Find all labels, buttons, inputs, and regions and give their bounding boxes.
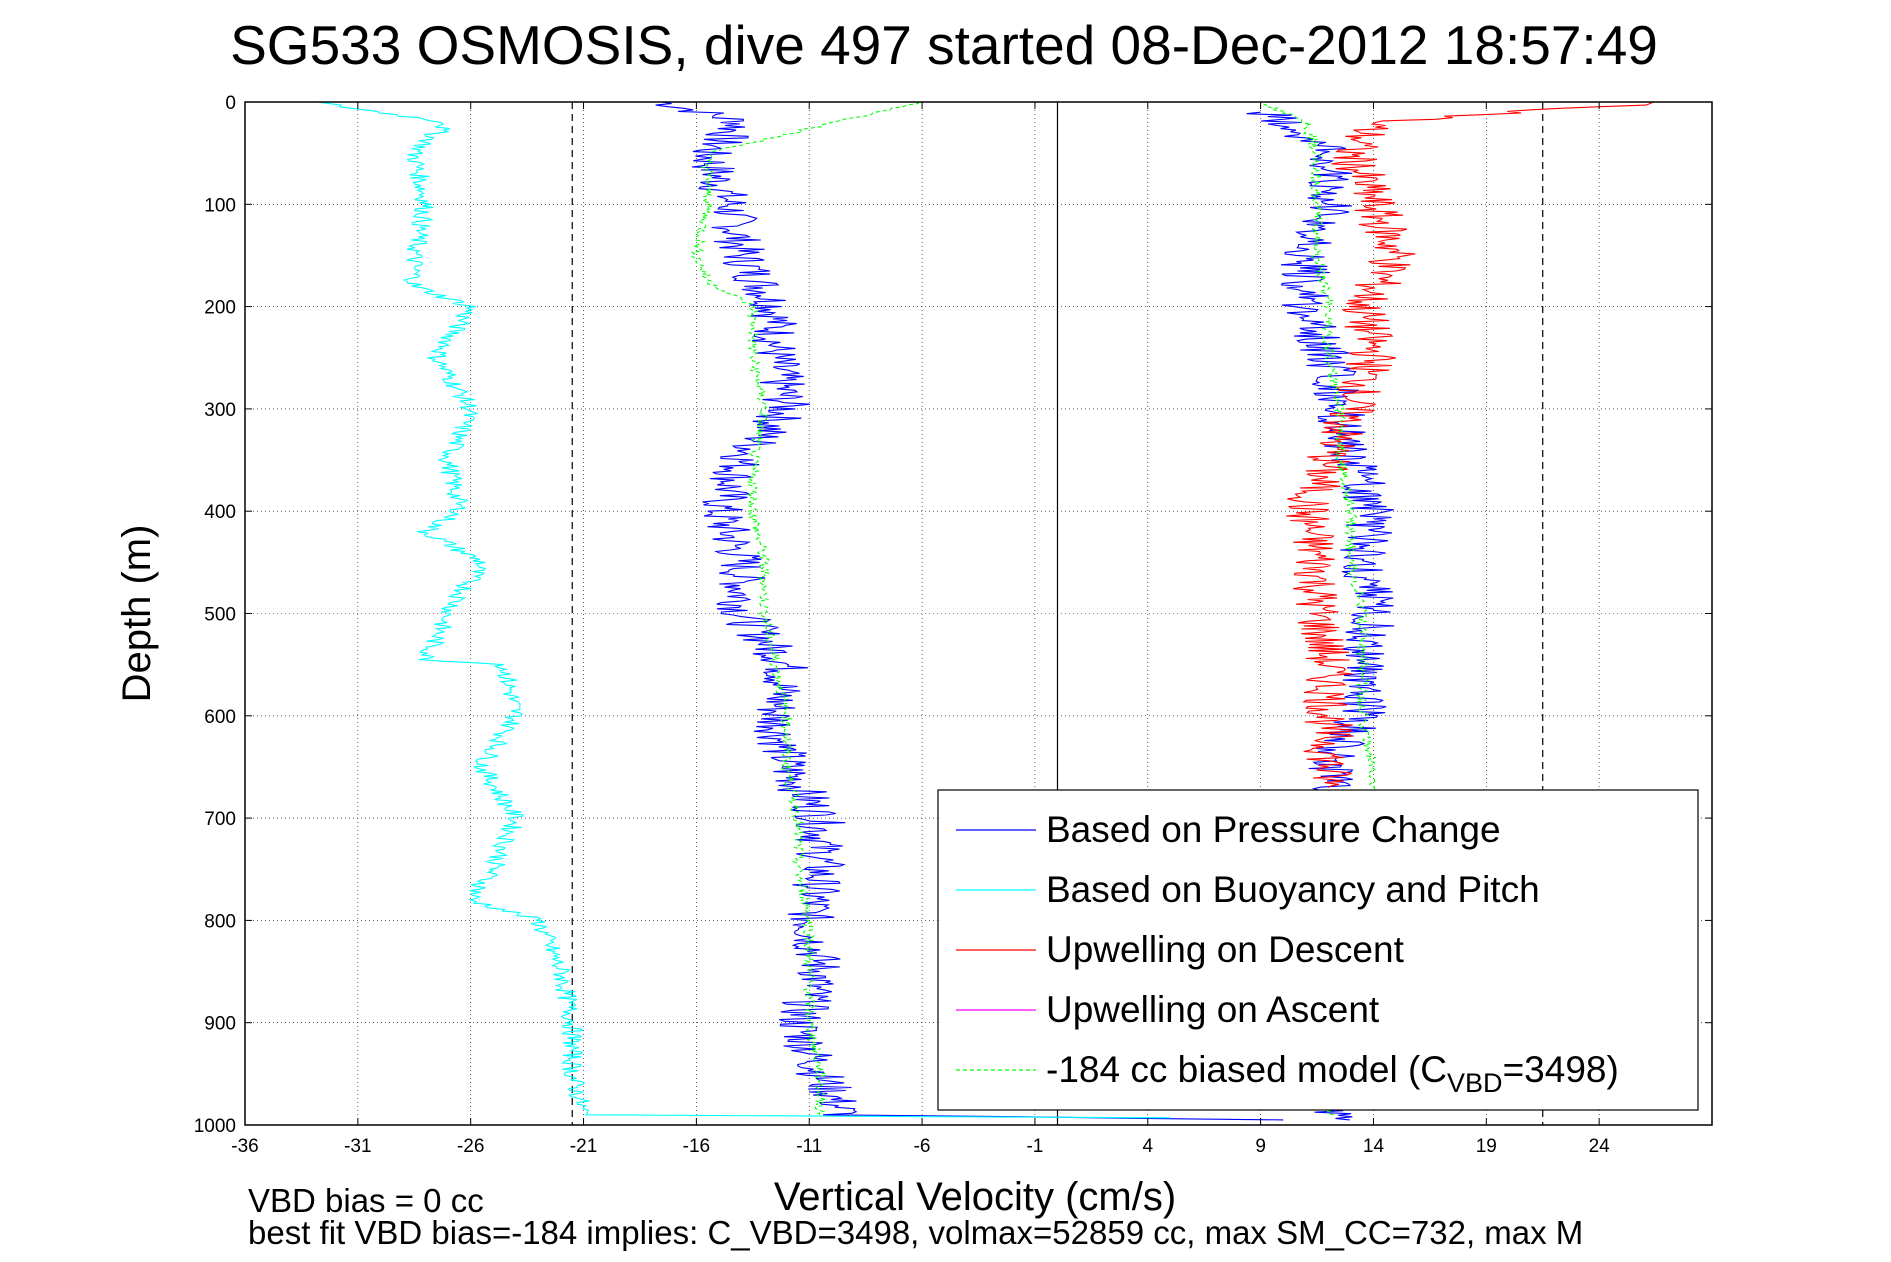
x-tick-label-4: -16 xyxy=(683,1136,710,1157)
y-tick-label-0: 0 xyxy=(225,93,236,114)
x-tick-label-1: -31 xyxy=(344,1136,371,1157)
x-tick-label-5: -11 xyxy=(796,1136,822,1157)
x-tick-label-7: -1 xyxy=(1026,1136,1043,1157)
series-line-2 xyxy=(1286,101,1654,788)
x-tick-label-3: -21 xyxy=(570,1136,597,1157)
series-line-1 xyxy=(316,101,1171,1119)
y-tick-label-10: 1000 xyxy=(194,1116,236,1137)
x-tick-label-2: -26 xyxy=(457,1136,484,1157)
y-tick-label-3: 300 xyxy=(204,400,236,421)
x-tick-label-12: 24 xyxy=(1589,1136,1611,1157)
x-tick-label-11: 19 xyxy=(1476,1136,1497,1157)
y-tick-label-9: 900 xyxy=(204,1014,236,1035)
y-tick-label-8: 800 xyxy=(204,911,236,932)
legend-label-0: Based on Pressure Change xyxy=(1046,809,1501,850)
x-axis-ticks: -36 -31 -26 -21 -16 -11 -6 -1 4 9 14 19 24 xyxy=(231,102,1610,1157)
series-line-0 xyxy=(655,101,1284,1121)
y-tick-label-7: 700 xyxy=(204,809,236,830)
legend-label-1: Based on Buoyancy and Pitch xyxy=(1046,869,1540,910)
chart-title: SG533 OSMOSIS, dive 497 started 08-Dec-2… xyxy=(230,14,1658,76)
legend-label-4: -184 cc biased model (CVBD=3498) xyxy=(1046,1049,1619,1098)
legend-label-3: Upwelling on Ascent xyxy=(1046,989,1380,1030)
legend: Based on Pressure Change Based on Buoyanc… xyxy=(937,789,1699,1111)
legend-box xyxy=(937,789,1699,1111)
y-axis-label: Depth (m) xyxy=(115,525,159,703)
x-tick-label-8: 4 xyxy=(1142,1136,1153,1157)
x-tick-label-10: 14 xyxy=(1363,1136,1385,1157)
y-tick-label-1: 100 xyxy=(204,195,236,216)
legend-label-suffix-4: =3498) xyxy=(1503,1049,1619,1090)
legend-label-subscript-4: VBD xyxy=(1447,1068,1503,1098)
annotation-vbd-bias: VBD bias = 0 cc xyxy=(248,1182,484,1219)
legend-label-2: Upwelling on Descent xyxy=(1046,929,1405,970)
y-tick-label-4: 400 xyxy=(204,502,236,523)
x-tick-label-9: 9 xyxy=(1255,1136,1266,1157)
y-tick-label-2: 200 xyxy=(204,298,236,319)
y-axis-ticks: 0 100 200 300 400 500 600 700 800 900 1000 xyxy=(194,93,1712,1137)
annotation-best-fit: best fit VBD bias=-184 implies: C_VBD=34… xyxy=(248,1214,1583,1251)
y-tick-label-6: 600 xyxy=(204,707,236,728)
x-axis-label: Vertical Velocity (cm/s) xyxy=(774,1175,1176,1219)
x-tick-label-0: -36 xyxy=(231,1136,258,1157)
y-tick-label-5: 500 xyxy=(204,605,236,626)
x-tick-label-6: -6 xyxy=(914,1136,931,1157)
